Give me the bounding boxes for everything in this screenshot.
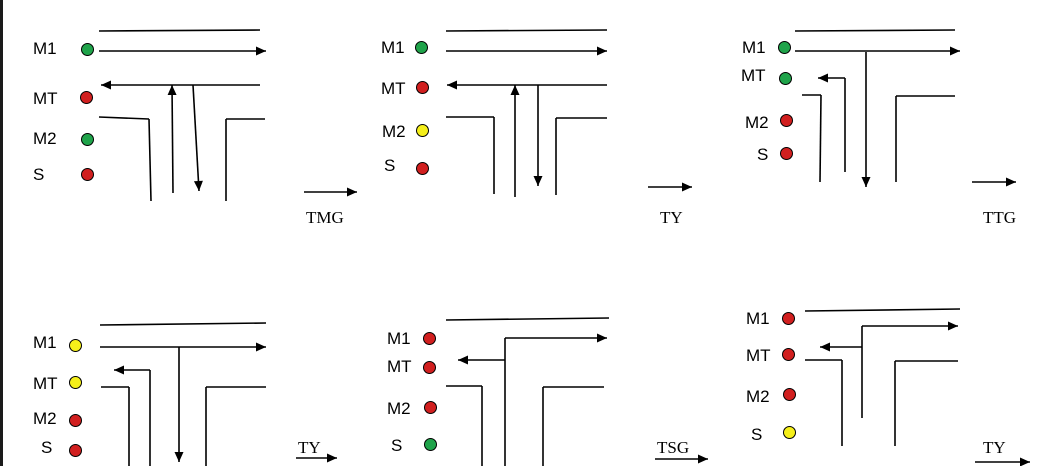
arrowhead-icon (597, 46, 607, 56)
arrowhead-icon (327, 453, 337, 463)
arrowhead-icon (533, 176, 543, 186)
light-label: MT (746, 346, 771, 365)
signal-light (780, 147, 793, 160)
road-edge (148, 118, 152, 202)
arrowhead-icon (698, 454, 708, 464)
arrowhead-icon (950, 46, 960, 56)
signal-light (416, 124, 429, 137)
arrowhead-icon (510, 85, 520, 95)
arrowhead-icon (820, 342, 830, 352)
road-edge (804, 308, 961, 312)
signal-light (69, 376, 82, 389)
light-label: MT (33, 89, 58, 108)
arrowhead-icon (1006, 177, 1016, 187)
road-edge (794, 29, 956, 32)
light-label: M2 (33, 129, 57, 148)
arrowhead-icon (818, 73, 828, 83)
signal-light (424, 401, 437, 414)
light-label: S (33, 165, 45, 184)
flow-arrow (192, 84, 200, 192)
signal-light (782, 312, 795, 325)
intersection-diagram (804, 308, 961, 446)
arrowhead-icon (101, 80, 111, 90)
signal-light (783, 426, 796, 439)
light-label: MT (741, 66, 766, 85)
transition-label: TMG (306, 208, 344, 227)
arrowhead-icon (597, 333, 607, 343)
signal-light (416, 162, 429, 175)
signal-light (780, 114, 793, 127)
intersection-diagram (99, 322, 267, 466)
arrowhead-icon (174, 452, 184, 462)
transition-label: TY (298, 438, 321, 457)
road-edge (99, 322, 267, 326)
arrowhead-icon (167, 85, 177, 96)
arrowhead-icon (256, 342, 266, 352)
light-label: S (751, 425, 763, 444)
road-edge (98, 29, 261, 32)
transition-label: TY (660, 208, 683, 227)
light-label: M2 (746, 387, 770, 406)
signal-light (782, 348, 795, 361)
intersection-diagram (445, 317, 610, 466)
signal-light (81, 133, 94, 146)
signal-light (81, 43, 94, 56)
signal-light (69, 444, 82, 457)
road-edge (445, 317, 610, 321)
light-label: MT (387, 357, 412, 376)
road-edge (98, 116, 150, 120)
signal-light (779, 72, 792, 85)
signal-light (783, 388, 796, 401)
transition-label: TSG (657, 438, 690, 457)
signal-light (424, 438, 437, 451)
transition-label: TTG (983, 208, 1017, 227)
arrowhead-icon (861, 177, 871, 187)
light-label: S (384, 156, 396, 175)
light-label: MT (381, 79, 406, 98)
light-label: M2 (387, 399, 411, 418)
arrowhead-icon (1020, 457, 1030, 466)
light-label: M1 (33, 39, 57, 58)
signal-light (69, 414, 82, 427)
arrowhead-icon (256, 46, 266, 56)
intersection-diagram (445, 29, 608, 197)
light-label: M1 (742, 38, 766, 57)
road-edge (445, 29, 608, 32)
signal-light (416, 81, 429, 94)
light-label: M1 (33, 333, 57, 352)
light-label: S (41, 438, 53, 457)
signal-light (415, 41, 428, 54)
light-label: M2 (382, 122, 406, 141)
light-label: M2 (745, 113, 769, 132)
arrowhead-icon (114, 365, 124, 375)
arrowhead-icon (948, 321, 958, 331)
left-border-line (0, 0, 3, 466)
signal-light (69, 339, 82, 352)
light-label: S (391, 436, 403, 455)
light-label: M2 (33, 409, 57, 428)
arrowhead-icon (682, 182, 692, 192)
light-label: M1 (381, 38, 405, 57)
flow-arrow (171, 84, 174, 194)
intersection-diagram (98, 29, 266, 202)
signal-light (81, 168, 94, 181)
light-label: MT (33, 374, 58, 393)
light-label: M1 (387, 329, 411, 348)
signal-light (80, 91, 93, 104)
road-edge (819, 94, 822, 183)
arrowhead-icon (458, 355, 468, 365)
signal-light (778, 41, 791, 54)
signal-light (423, 332, 436, 345)
arrowhead-icon (447, 80, 457, 90)
arrowhead-icon (347, 187, 357, 197)
light-label: M1 (746, 309, 770, 328)
arrowhead-icon (193, 180, 203, 191)
signal-light (423, 361, 436, 374)
intersection-diagram (794, 29, 960, 187)
transition-label: TY (983, 438, 1006, 457)
light-label: S (757, 145, 769, 164)
